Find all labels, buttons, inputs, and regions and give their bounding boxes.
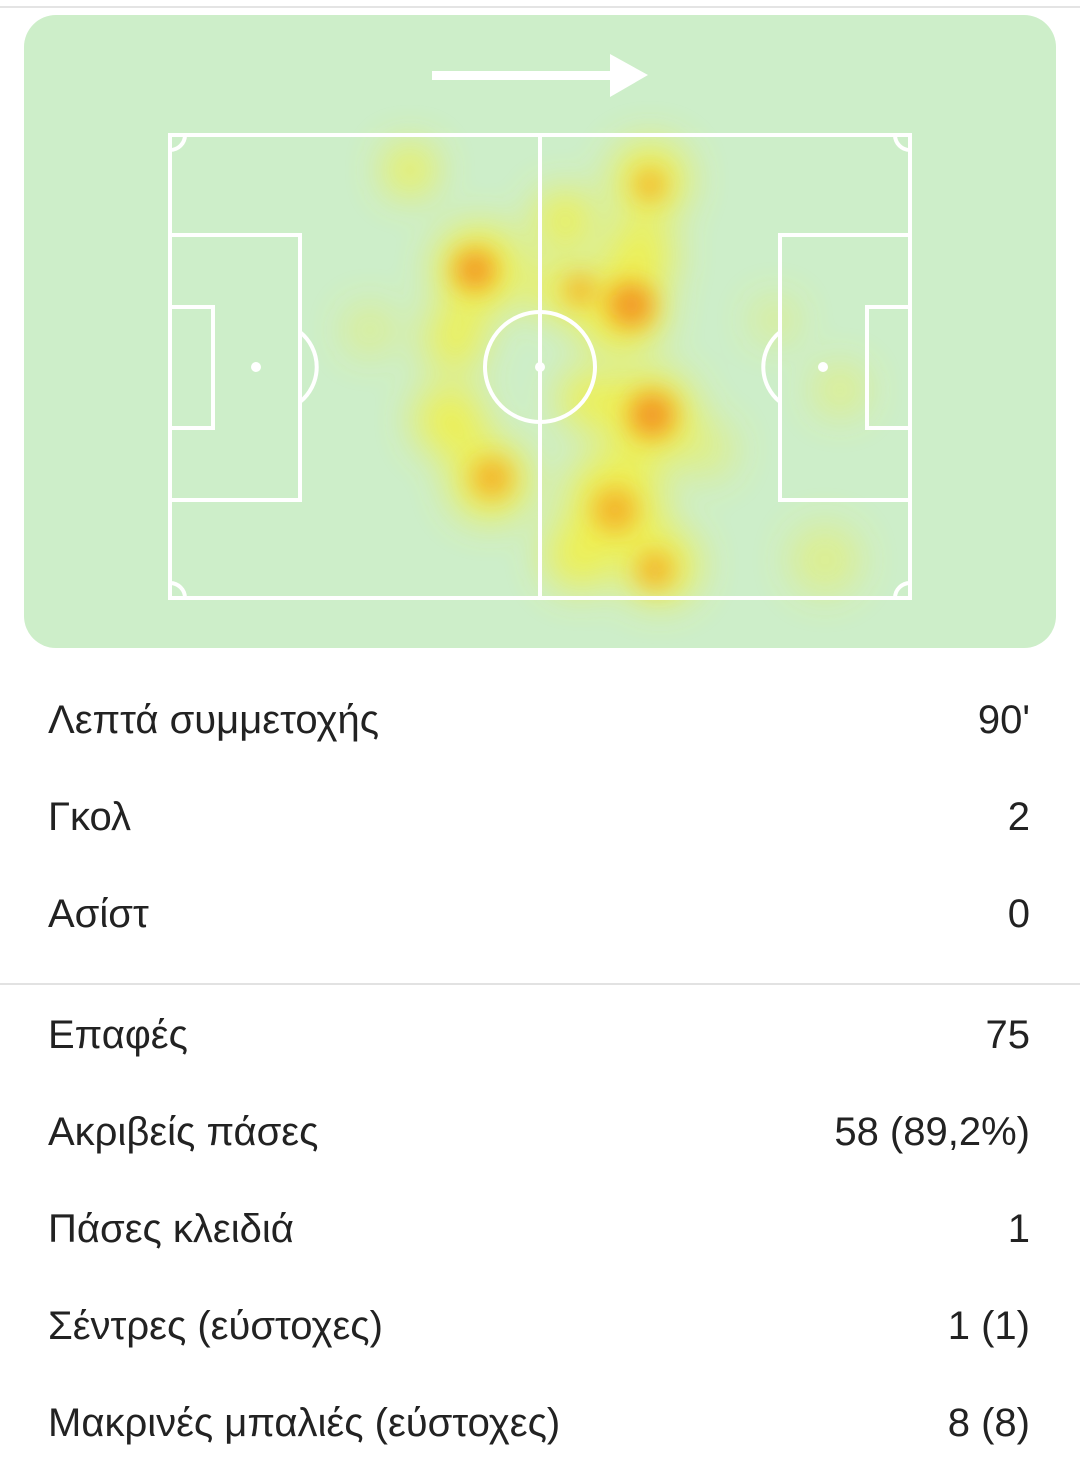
direction-arrow: [432, 54, 648, 97]
heatmap-card: [24, 15, 1056, 648]
stat-value: 1: [1007, 1207, 1030, 1251]
stat-value: 75: [985, 1013, 1031, 1057]
heat-high: [465, 260, 664, 427]
pitch-spots: [251, 362, 828, 372]
stat-row: Γκολ 2: [48, 787, 1030, 847]
heat-low: [345, 142, 865, 603]
stat-label: Ακριβείς πάσες: [48, 1110, 319, 1154]
stat-row: Μακρινές μπαλιές (εύστοχες) 8 (8): [48, 1393, 1030, 1453]
stat-row: Ασίστ 0: [48, 884, 1030, 944]
stat-label: Μακρινές μπαλιές (εύστοχες): [48, 1401, 561, 1445]
stat-row: Ακριβείς πάσες 58 (89,2%): [48, 1102, 1030, 1162]
stat-label: Σέντρες (εύστοχες): [48, 1304, 383, 1348]
stat-value: 1 (1): [947, 1304, 1030, 1348]
stat-value: 2: [1007, 795, 1030, 839]
heatmap: [168, 54, 912, 603]
stat-value: 0: [1007, 892, 1030, 936]
stat-value: 90': [977, 698, 1030, 742]
stat-row: Σέντρες (εύστοχες) 1 (1): [48, 1296, 1030, 1356]
divider: [0, 983, 1080, 985]
stat-label: Πάσες κλειδιά: [48, 1207, 294, 1251]
stat-row: Επαφές 75: [48, 1005, 1030, 1065]
stat-label: Ασίστ: [48, 892, 149, 936]
stat-row: Λεπτά συμμετοχής 90': [48, 690, 1030, 750]
stat-label: Επαφές: [48, 1013, 188, 1057]
stat-value: 58 (89,2%): [834, 1110, 1030, 1154]
stat-row: Πάσες κλειδιά 1: [48, 1199, 1030, 1259]
top-bar: [0, 0, 1080, 8]
pitch-lines: [168, 133, 912, 600]
stat-value: 8 (8): [947, 1401, 1030, 1445]
stat-label: Λεπτά συμμετοχής: [48, 698, 380, 742]
stat-label: Γκολ: [48, 795, 132, 839]
